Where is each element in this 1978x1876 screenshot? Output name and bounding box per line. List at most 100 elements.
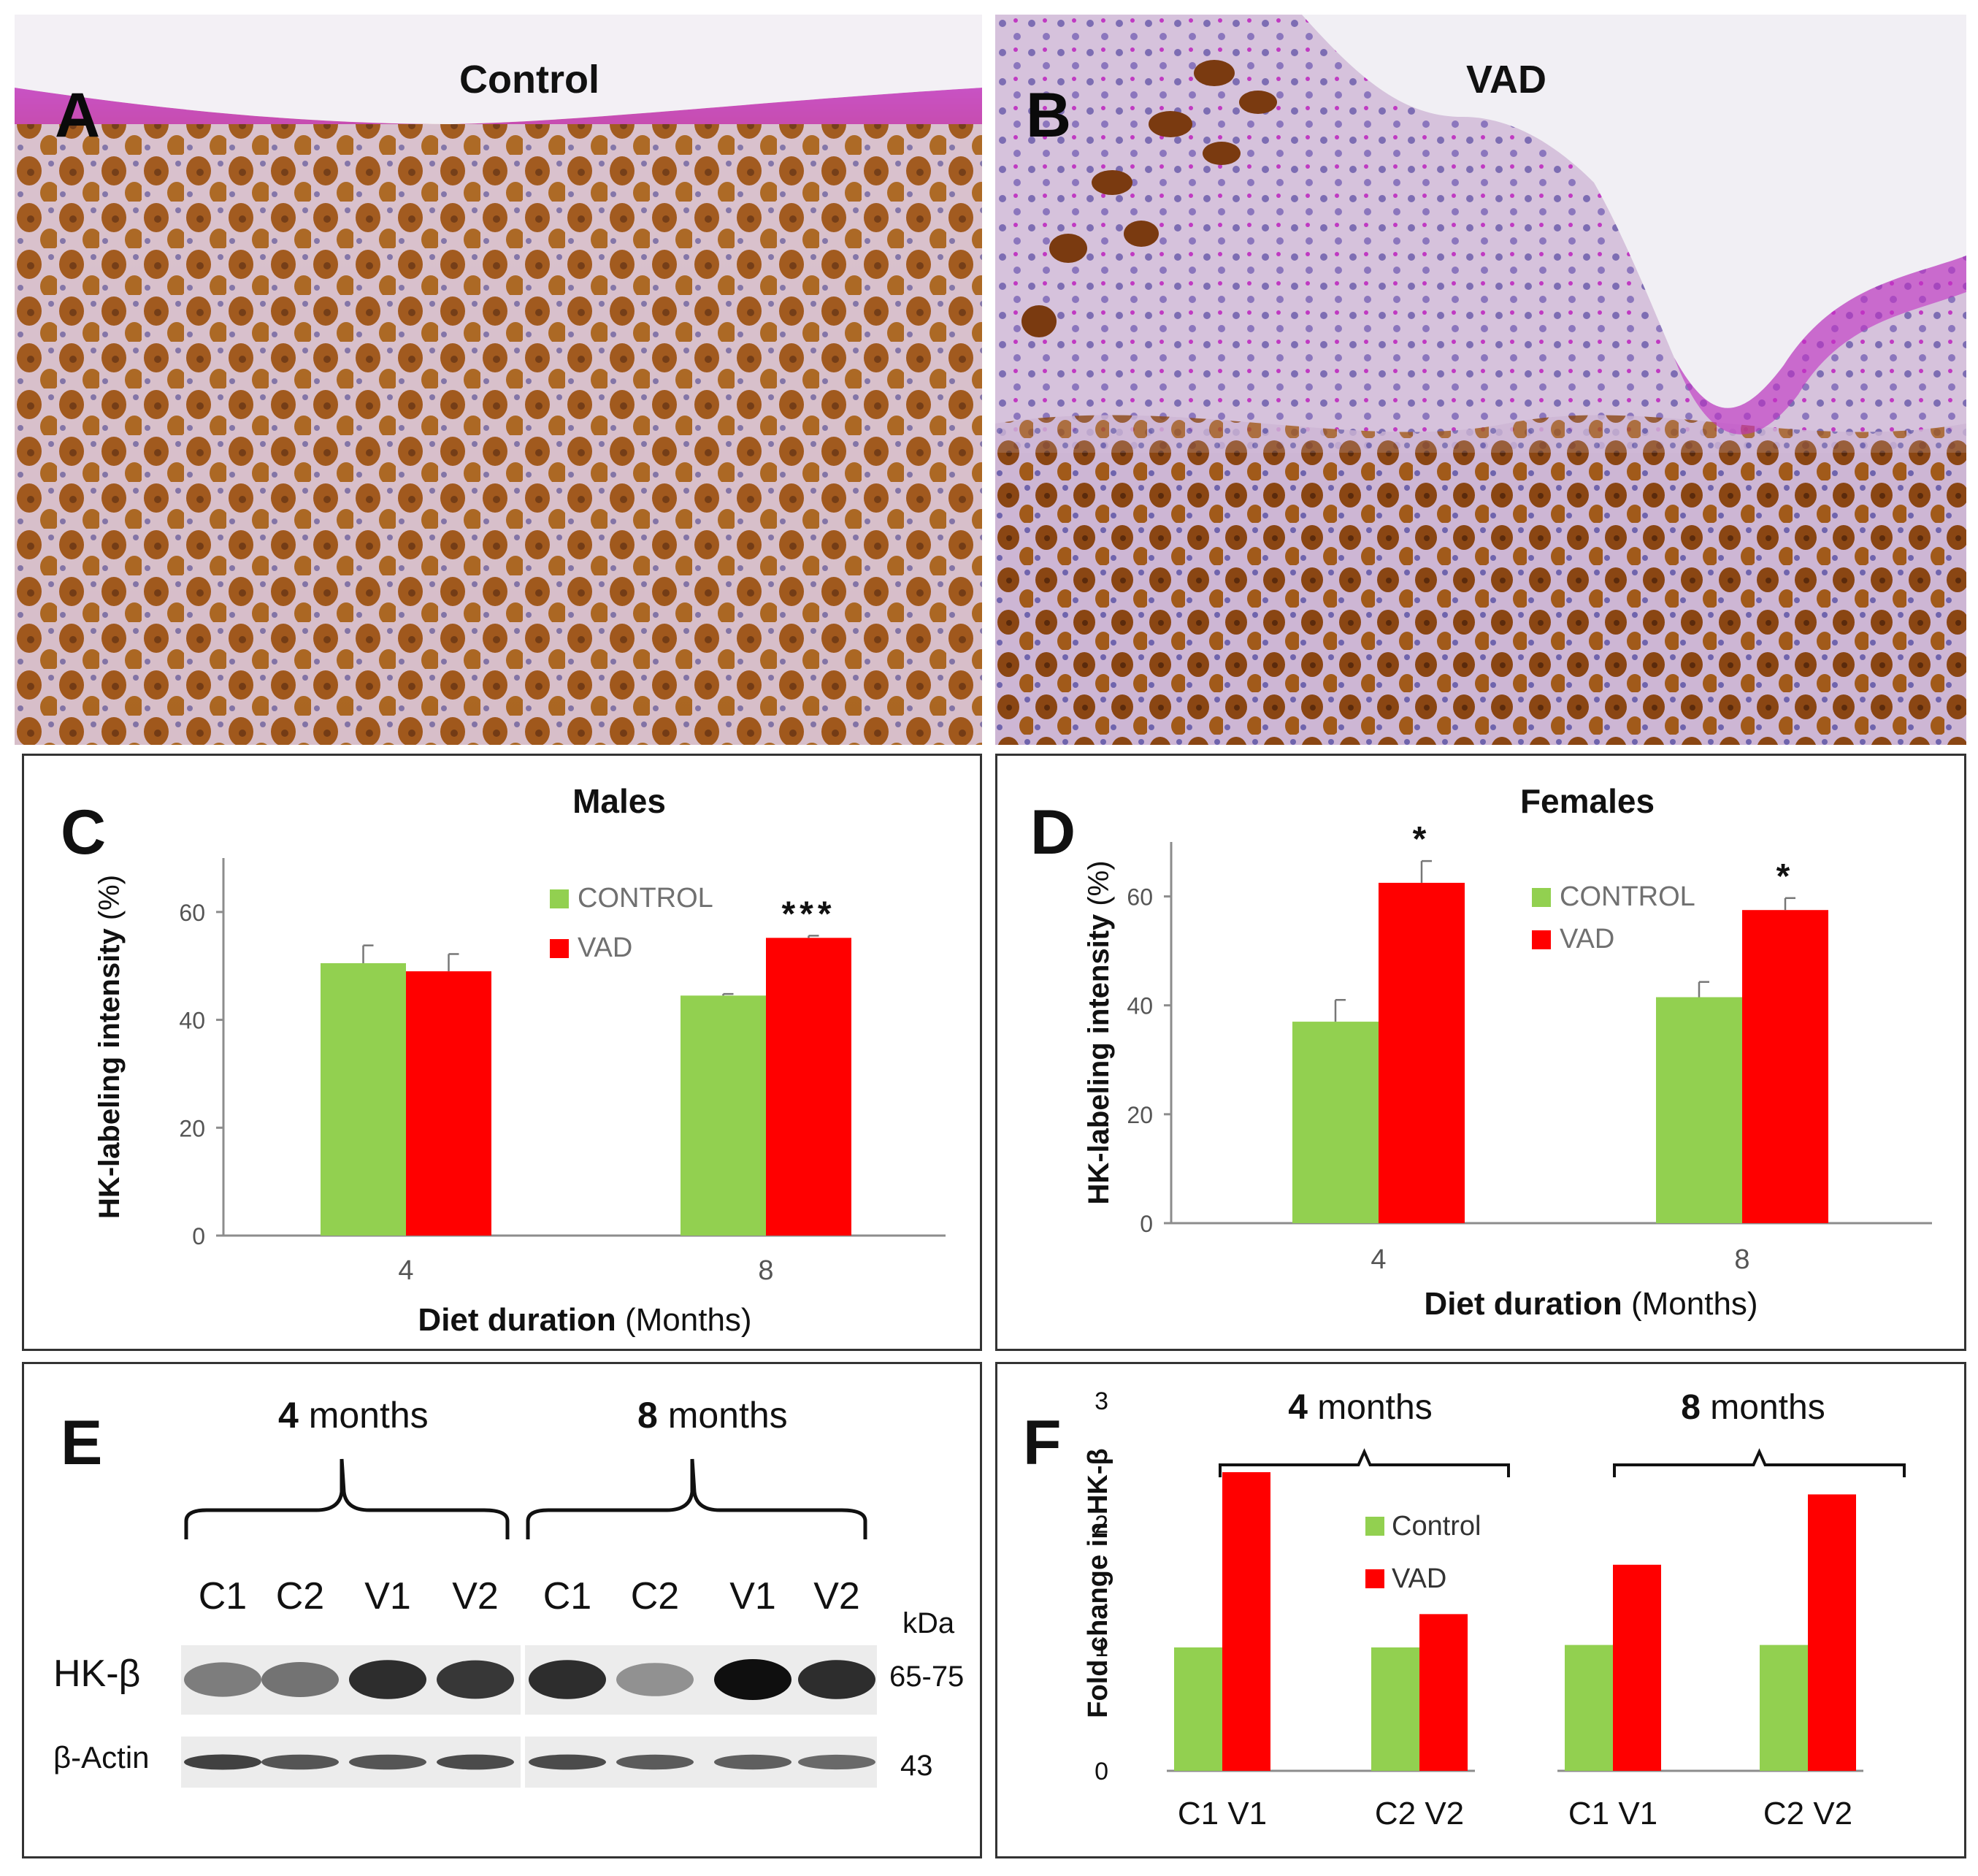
panel-e-western-blot: E 4 months 8 months C1 C2 V1 V2 C1 C2 V1 V2 kDa… (22, 1362, 982, 1858)
lane-label-v2: V2 (452, 1575, 499, 1617)
blot-image (181, 1645, 877, 1788)
blot-band (714, 1754, 791, 1770)
panel-b-title: VAD (1465, 58, 1546, 102)
group-brace (1219, 1448, 1510, 1477)
bar-vad-8 (766, 938, 851, 1236)
chart-title: Females (1520, 782, 1655, 820)
group-label-unit: months (1701, 1388, 1825, 1427)
x-tick-label: 8 (1734, 1244, 1749, 1275)
group-label: 8 months (1681, 1388, 1825, 1427)
bar-control-8 (1656, 997, 1742, 1223)
kda-hk-beta: 65-75 (889, 1661, 965, 1693)
bar-control (1760, 1645, 1808, 1771)
legend-label-vad: VAD (578, 933, 632, 963)
micrograph-vad-image (995, 15, 1966, 745)
bar-control (1565, 1645, 1613, 1771)
significance-marker: * (1776, 857, 1795, 896)
y-tick-label: 0 (192, 1223, 205, 1249)
y-axis-label-unit: (%) (93, 875, 126, 928)
panel-letter-e: E (61, 1408, 103, 1478)
blot-band (184, 1754, 261, 1770)
blot-row-label-beta-actin: β-Actin (53, 1740, 150, 1774)
legend-swatch-vad (1365, 1569, 1384, 1588)
blot-band (184, 1662, 261, 1697)
y-tick-label: 60 (1127, 884, 1153, 911)
blot-group-label-4-months: 4 months (278, 1397, 429, 1433)
x-tick-label: C2 V2 (1375, 1796, 1464, 1831)
y-tick-label: 40 (179, 1008, 205, 1034)
lane-label-c2: C2 (630, 1575, 680, 1617)
bar-vad-8 (1742, 910, 1828, 1223)
x-axis-label: Diet duration (Months) (418, 1302, 751, 1338)
lane-label-c1: C1 (198, 1575, 248, 1617)
micrograph-control-image (15, 15, 982, 745)
blot-band (437, 1754, 514, 1770)
chart-d-svg: Females 0 20 40 60 4 * 8 * CONTROL VAD HK-labeling … (1083, 782, 1932, 1322)
bar-vad (1222, 1472, 1270, 1771)
panel-letter-d: D (1030, 797, 1076, 868)
panel-c-males-chart: C Males 0 20 40 60 4 8 *** CONTROL VAD HK-labeling… (22, 754, 982, 1351)
y-axis-label-unit: (%) (1083, 860, 1115, 914)
blot-group-8-number: 8 (637, 1395, 658, 1436)
blot-group-4-number: 4 (278, 1395, 299, 1436)
panel-f-fold-change-chart: F 0 1 2 3 Fold change in HK-β 4 months C1 V1 C2… (995, 1362, 1966, 1858)
bar-vad (1419, 1614, 1468, 1771)
group-label: 4 months (1288, 1388, 1432, 1427)
bar-vad-4 (406, 971, 491, 1236)
y-tick-label: 60 (179, 900, 205, 926)
brace-8-months (526, 1458, 867, 1539)
legend-label-control: Control (1392, 1511, 1481, 1542)
y-tick-label: 0 (1095, 1758, 1108, 1785)
lane-label-v2: V2 (813, 1575, 860, 1617)
legend-label-vad: VAD (1560, 924, 1614, 954)
legend-swatch-vad (550, 939, 569, 958)
x-tick-label: C1 V1 (1568, 1796, 1657, 1831)
micrograph-vad: B VAD (995, 15, 1966, 745)
legend-swatch-control (1532, 888, 1551, 907)
legend-label-control: CONTROL (578, 883, 713, 914)
group-brace (1613, 1448, 1906, 1477)
blot-band (529, 1754, 606, 1770)
panel-letter-f: F (1023, 1408, 1062, 1478)
bar-vad (1808, 1494, 1856, 1771)
y-tick-label: 0 (1140, 1211, 1153, 1237)
micrograph-control: A Control (15, 15, 982, 745)
x-tick-label: C2 V2 (1763, 1796, 1852, 1831)
legend-label-vad: VAD (1392, 1563, 1446, 1594)
y-tick-label: 20 (1127, 1102, 1153, 1128)
y-tick-label: 20 (179, 1115, 205, 1141)
y-tick-label: 40 (1127, 993, 1153, 1019)
blot-band (261, 1662, 339, 1697)
panel-a-title: Control (459, 58, 599, 102)
blot-row-label-hk-beta: HK-β (53, 1653, 141, 1695)
blot-band (349, 1754, 426, 1770)
brace-4-months (184, 1458, 510, 1539)
blot-band (798, 1754, 875, 1770)
x-tick-label: 4 (1371, 1244, 1386, 1275)
lane-label-c2: C2 (275, 1575, 325, 1617)
panel-letter-a: A (55, 80, 101, 150)
group-label-number: 8 (1681, 1388, 1701, 1427)
y-tick-label: 3 (1095, 1387, 1108, 1415)
lane-label-v1: V1 (729, 1575, 776, 1617)
blot-band (437, 1660, 514, 1699)
kda-header: kDa (902, 1607, 955, 1639)
x-tick-label: 4 (398, 1255, 413, 1286)
x-axis-label-bold: Diet duration (418, 1302, 616, 1338)
legend-swatch-control (1365, 1517, 1384, 1536)
blot-band (798, 1660, 875, 1699)
blot-band (616, 1663, 694, 1696)
chart-c-svg: Males 0 20 40 60 4 8 *** CONTROL VAD HK-labeling i… (93, 782, 946, 1338)
y-axis-label-bold: HK-labeling intensity (93, 928, 126, 1220)
blot-group-4-unit: months (298, 1395, 429, 1436)
legend-swatch-control (550, 889, 569, 908)
bar-control (1371, 1647, 1419, 1771)
lane-label-v1: V1 (364, 1575, 411, 1617)
chart-f-svg: 0 1 2 3 Fold change in HK-β 4 months C1 V1 C2 V… (1083, 1387, 1906, 1831)
y-axis-label: HK-labeling intensity (%) (1083, 860, 1115, 1204)
kda-beta-actin: 43 (900, 1750, 933, 1782)
group-label-unit: months (1308, 1388, 1433, 1427)
bar-control-8 (681, 995, 766, 1236)
legend-label-control: CONTROL (1560, 881, 1695, 912)
bar-control-4 (321, 963, 406, 1236)
